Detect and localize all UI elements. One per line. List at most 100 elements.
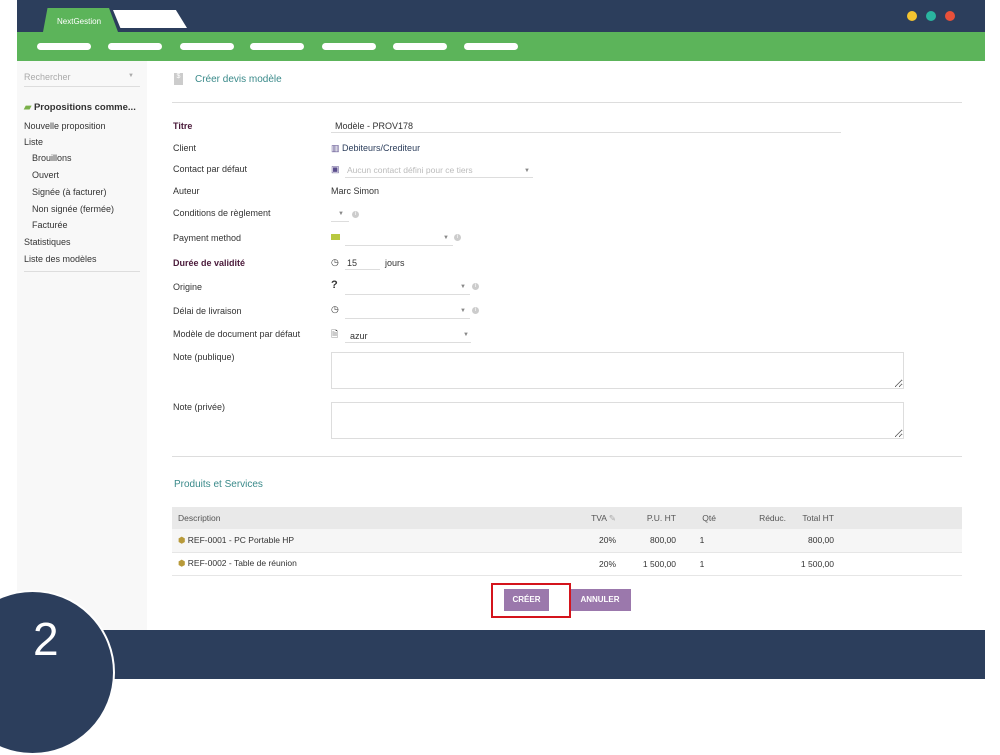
origine-label: Origine — [173, 282, 203, 292]
conditions-label: Conditions de règlement — [173, 208, 271, 218]
search-input[interactable]: Rechercher ▼ — [24, 67, 140, 87]
chevron-down-icon: ▼ — [524, 168, 530, 174]
client-label: Client — [173, 143, 197, 153]
product-ref-link[interactable]: REF-0002 — [187, 558, 227, 568]
conditions-select[interactable] — [331, 208, 349, 222]
delai-label: Délai de livraison — [173, 306, 242, 316]
client-link[interactable]: ▥ Debiteurs/Crediteur — [331, 143, 421, 153]
menu-item[interactable] — [322, 43, 376, 50]
proposal-icon: ▰ — [24, 102, 32, 113]
document-icon: $ — [174, 73, 183, 85]
note-privee-textarea[interactable] — [331, 402, 904, 439]
chevron-down-icon: ▼ — [463, 332, 469, 338]
pdf-icon: 🗎 — [331, 329, 339, 339]
col-total: Total HT — [792, 507, 892, 529]
maximize-icon[interactable] — [926, 11, 936, 21]
menu-item[interactable] — [464, 43, 518, 50]
question-icon: ? — [331, 279, 338, 291]
note-privee-label: Note (privée) — [173, 402, 226, 412]
titre-label: Titre — [173, 121, 193, 131]
col-reduc: Réduc. — [722, 507, 792, 529]
modele-underline — [345, 327, 471, 343]
origine-select[interactable] — [345, 279, 470, 295]
info-icon[interactable]: i — [352, 211, 359, 218]
titre-input[interactable]: Modèle - PROV178 — [335, 121, 414, 131]
col-tva: TVA ✎ — [552, 507, 622, 529]
chevron-down-icon: ▼ — [338, 211, 344, 217]
create-button[interactable]: CRÉER — [504, 589, 549, 611]
product-icon: ⬢ — [178, 558, 186, 568]
sidebar-item-modeles[interactable]: Liste des modèles — [24, 254, 97, 264]
close-icon[interactable] — [945, 11, 955, 21]
menu-item[interactable] — [37, 43, 91, 50]
new-tab[interactable] — [113, 10, 187, 28]
sidebar-item-statistiques[interactable]: Statistiques — [24, 237, 71, 247]
credit-card-icon — [331, 234, 340, 240]
auteur-label: Auteur — [173, 186, 200, 196]
modele-label: Modèle de document par défaut — [173, 329, 301, 339]
page-title: $ Créer devis modèle — [174, 73, 282, 85]
sidebar-item-signee[interactable]: Signée (à facturer) — [32, 187, 107, 197]
duree-input[interactable]: 15 — [347, 258, 358, 268]
table-header: Description TVA ✎ P.U. HT Qté Réduc. Tot… — [172, 507, 962, 529]
step-number: 2 — [33, 613, 59, 665]
contact-label: Contact par défaut — [173, 164, 248, 174]
contact-underline — [345, 165, 533, 178]
col-qty: Qté — [682, 507, 722, 529]
menu-item[interactable] — [250, 43, 304, 50]
sidebar-item-facturee[interactable]: Facturée — [32, 220, 68, 230]
sidebar-section-title[interactable]: ▰ Propositions comme... — [24, 102, 136, 113]
clock-icon: ◷ — [331, 304, 339, 314]
main-content: $ Créer devis modèle Titre Modèle - PROV1… — [147, 61, 985, 630]
modele-select[interactable]: azur — [350, 331, 368, 341]
contact-select[interactable]: Aucun contact défini pour ce tiers — [347, 165, 473, 175]
col-description: Description — [172, 507, 552, 529]
title-bar: NextGestion — [17, 0, 985, 32]
product-ref-link[interactable]: REF-0001 — [187, 534, 227, 545]
payment-select[interactable] — [345, 231, 453, 246]
duree-unit: jours — [385, 258, 405, 268]
sidebar-item-liste[interactable]: Liste — [24, 137, 44, 147]
table-row[interactable]: ⬢ REF-0001 - PC Portable HP 20% 800,00 1 … — [172, 529, 962, 553]
menu-item[interactable] — [393, 43, 447, 50]
chevron-down-icon: ▼ — [460, 308, 466, 314]
table-row[interactable]: ⬢ REF-0002 - Table de réunion 20% 1 500,0… — [172, 552, 962, 576]
chevron-down-icon: ▼ — [460, 284, 466, 290]
pencil-icon[interactable]: ✎ — [608, 512, 616, 523]
menu-item[interactable] — [180, 43, 234, 50]
minimize-icon[interactable] — [907, 11, 917, 21]
auteur-value: Marc Simon — [331, 186, 380, 196]
clock-icon: ◷ — [331, 257, 339, 267]
sidebar-item-nouvelle[interactable]: Nouvelle proposition — [24, 121, 106, 131]
chevron-down-icon: ▼ — [443, 235, 449, 241]
titre-underline — [331, 121, 841, 133]
chevron-down-icon: ▼ — [128, 73, 134, 79]
payment-label: Payment method — [173, 233, 242, 243]
note-publique-label: Note (publique) — [173, 352, 235, 362]
building-icon: ▥ — [331, 143, 340, 153]
info-icon[interactable]: i — [454, 234, 461, 241]
highlight-box — [491, 583, 571, 618]
note-publique-textarea[interactable] — [331, 352, 904, 389]
cancel-button[interactable]: ANNULER — [569, 589, 631, 611]
delai-select[interactable] — [345, 303, 470, 319]
products-table: Description TVA ✎ P.U. HT Qté Réduc. Tot… — [172, 507, 962, 576]
product-icon: ⬢ — [178, 534, 186, 545]
bottom-bar — [100, 630, 985, 679]
info-icon[interactable]: i — [472, 307, 479, 314]
products-section-title: Produits et Services — [174, 479, 263, 490]
divider — [172, 456, 962, 457]
sidebar-item-non-signee[interactable]: Non signée (fermée) — [32, 204, 115, 214]
menu-item[interactable] — [108, 43, 162, 50]
divider — [172, 102, 962, 103]
sidebar-item-ouvert[interactable]: Ouvert — [32, 170, 60, 180]
sidebar: Rechercher ▼ ▰ Propositions comme... Nouv… — [17, 61, 147, 630]
app-tab[interactable]: NextGestion — [43, 8, 118, 32]
sidebar-item-brouillons[interactable]: Brouillons — [32, 153, 72, 163]
info-icon[interactable]: i — [472, 283, 479, 290]
col-pu: P.U. HT — [622, 507, 682, 529]
duree-underline — [345, 256, 380, 270]
duree-label: Durée de validité — [173, 258, 246, 268]
contact-icon: ▣ — [331, 164, 340, 174]
divider — [24, 271, 140, 272]
